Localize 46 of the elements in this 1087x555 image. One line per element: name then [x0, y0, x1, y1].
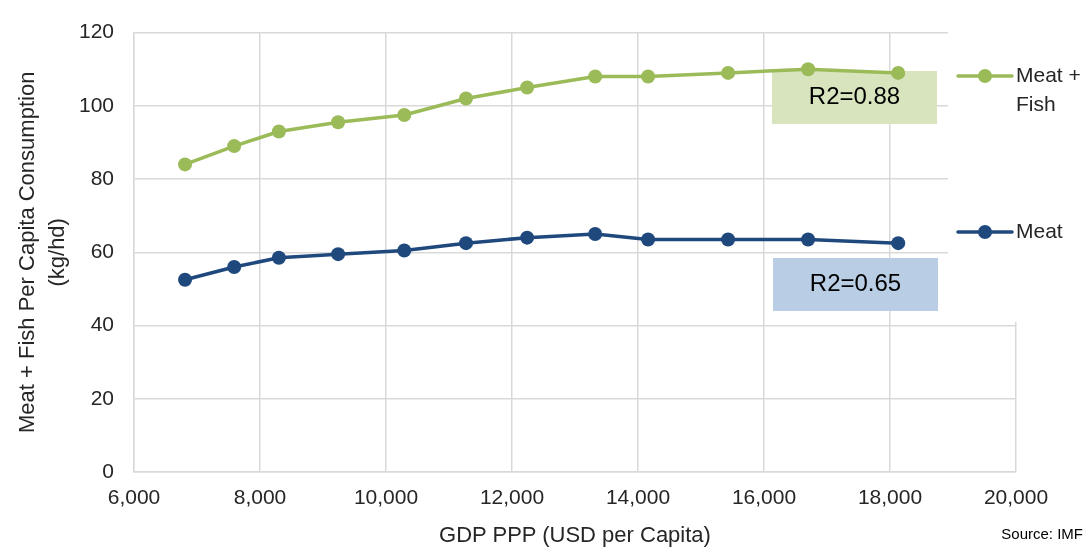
point [271, 250, 286, 265]
annotation: R2=0.88 [808, 82, 901, 110]
source-note: Source: IMF [1001, 525, 1083, 543]
point [397, 107, 412, 122]
y-tick-label: 40 [90, 312, 114, 336]
point [588, 69, 603, 84]
y-tick-label: 80 [90, 165, 114, 189]
point [721, 65, 736, 80]
x-tick-label: 18,000 [857, 485, 923, 509]
x-tick-label: 8,000 [233, 485, 287, 509]
point [891, 236, 906, 251]
x-axis-title: GDP PPP (USD per Capita) [439, 522, 711, 548]
y-tick-label: 20 [90, 385, 114, 409]
point [588, 226, 603, 241]
point [331, 115, 346, 130]
x-tick-label: 16,000 [731, 485, 797, 509]
x-tick-label: 14,000 [605, 485, 671, 509]
point [641, 232, 656, 247]
y-tick-label: 100 [78, 92, 114, 116]
point [397, 243, 412, 258]
point [520, 80, 535, 95]
x-tick-label: 10,000 [353, 485, 419, 509]
legend-label: Meat [1016, 218, 1063, 242]
y-axis-title: Meat + Fish Per Capita Consumption (kg/hd) [13, 71, 69, 433]
x-tick-label: 12,000 [479, 485, 545, 509]
point [178, 157, 193, 172]
x-tick-label: 20,000 [983, 485, 1049, 509]
x-tick-label: 6,000 [107, 485, 161, 509]
point [801, 62, 816, 77]
y-tick-label: 60 [90, 239, 114, 263]
point [178, 272, 193, 287]
legend-label: Meat + Fish [1016, 62, 1081, 115]
point [331, 247, 346, 262]
point [227, 139, 242, 154]
point [891, 65, 906, 80]
y-tick-label: 120 [78, 19, 114, 43]
point [459, 91, 474, 106]
point [801, 232, 816, 247]
point [520, 230, 535, 245]
point [227, 259, 242, 274]
point [721, 232, 736, 247]
annotation: R2=0.65 [809, 269, 902, 297]
point [641, 69, 656, 84]
point [459, 236, 474, 251]
y-tick-label: 0 [102, 458, 114, 482]
point [271, 124, 286, 139]
